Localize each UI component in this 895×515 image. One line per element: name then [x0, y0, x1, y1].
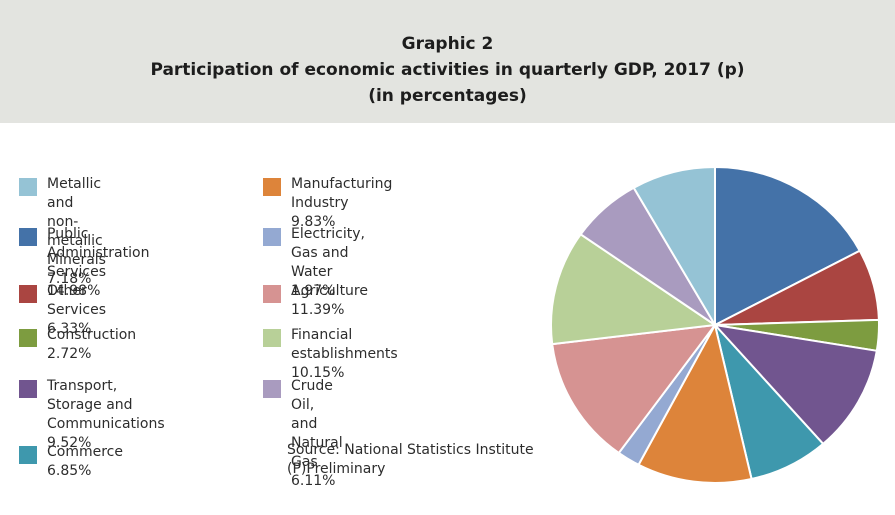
legend-label: Electricity, Gas and Water 1.97% [291, 226, 365, 299]
pie-slice-public-administration-services [714, 165, 862, 327]
legend-label: Crude Oil, and Natural Gas 6.11% [291, 378, 343, 489]
chart-subtitle: (in percentages) [368, 86, 527, 106]
chart-header: Graphic 2 Participation of economic acti… [0, 0, 895, 123]
legend-swatch [19, 380, 37, 398]
legend-swatch [19, 178, 37, 196]
legend-label: Other Services 6.33% [47, 283, 107, 337]
graphic-number: Graphic 2 [401, 34, 494, 54]
legend-swatch [19, 446, 37, 464]
legend-label: Metallic and non-metallic Minerals 7.18% [47, 176, 106, 287]
legend-swatch [263, 285, 281, 303]
pie-slice-manufacturing-industry [637, 322, 753, 484]
legend-swatch [263, 380, 281, 398]
legend-label: Commerce 6.85% [47, 444, 123, 479]
legend-swatch [263, 228, 281, 246]
preliminary-note: (P)Preliminary [287, 461, 386, 477]
pie-slice-metallic-and-non-metallic-minerals [632, 165, 716, 329]
legend-label: Manufacturing Industry 9.83% [291, 176, 393, 230]
legend-swatch [263, 329, 281, 347]
pie-slice-financial-establishments [550, 232, 718, 346]
legend-swatch [19, 228, 37, 246]
legend-swatch [19, 329, 37, 347]
legend-swatch [19, 285, 37, 303]
pie-slice-agriculture [551, 323, 718, 455]
legend-swatch [263, 178, 281, 196]
source-note: Source: National Statistics Institute (P… [287, 441, 534, 479]
legend-label: Construction 2.72% [47, 327, 137, 362]
legend-label: Financial establishments 10.15% [291, 327, 398, 381]
legend-label: Transport, Storage and Communications 9.… [47, 378, 165, 451]
legend-label: Public Administration Services 14.98% [47, 226, 150, 299]
chart-title: Participation of economic activities in … [150, 60, 745, 80]
source-line: Source: National Statistics Institute [287, 442, 534, 458]
legend-label: Agriculture 11.39% [291, 283, 368, 318]
pie-slice-transport-storage-and-communications [712, 323, 878, 446]
